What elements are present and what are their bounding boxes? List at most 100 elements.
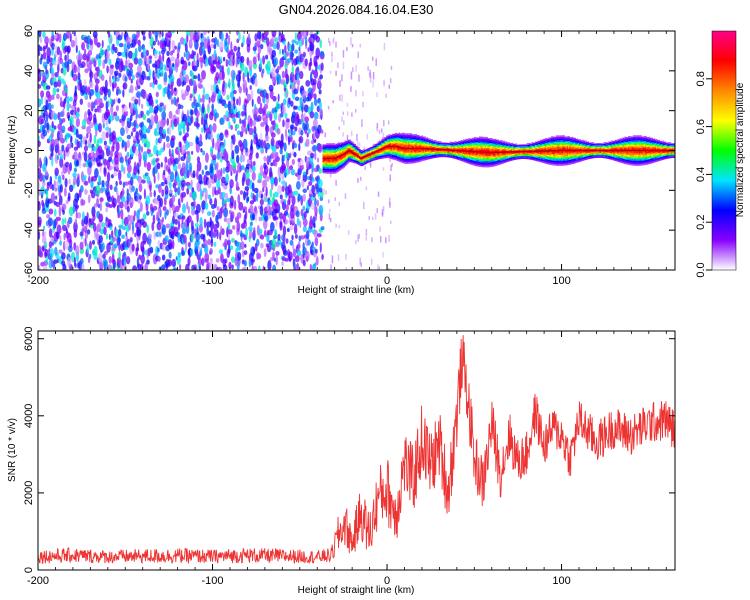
ridge-cell: [450, 141, 453, 144]
faint-speckle: [358, 233, 360, 239]
ridge-cell: [500, 147, 503, 150]
ridge-cell: [478, 139, 481, 142]
ridge-cell: [484, 140, 487, 142]
noise-speckle: [191, 191, 197, 200]
ridge-cell: [500, 143, 503, 145]
ridge-cell: [405, 152, 408, 155]
faint-speckle: [364, 165, 366, 171]
ridge-cell: [410, 142, 413, 145]
ridge-cell: [333, 165, 336, 168]
ridge-cell: [460, 154, 463, 157]
ridge-cell: [373, 155, 376, 158]
ridge-cell: [464, 155, 466, 158]
ridge-cell: [351, 148, 354, 150]
noise-speckle: [266, 37, 270, 47]
ridge-cell: [477, 144, 480, 146]
ridge-cell: [376, 148, 379, 151]
ridge-cell: [480, 162, 482, 164]
ridge-cell: [505, 155, 508, 158]
ridge-cell: [343, 162, 346, 165]
noise-speckle: [242, 138, 248, 150]
ridge-cell: [405, 157, 408, 160]
ridge-cell: [465, 159, 468, 162]
noise-speckle: [64, 54, 67, 62]
ridge-cell: [329, 168, 332, 171]
ridge-cell: [498, 148, 501, 151]
noise-speckle: [304, 58, 308, 67]
noise-speckle: [176, 186, 181, 196]
noise-speckle: [229, 179, 234, 189]
noise-speckle: [156, 150, 162, 156]
noise-speckle: [211, 103, 215, 111]
ridge-cell: [505, 141, 508, 144]
ridge-cell: [418, 160, 421, 162]
ridge-cell: [469, 143, 471, 146]
ridge-cell: [379, 155, 382, 158]
noise-speckle: [192, 170, 196, 179]
ridge-cell: [505, 157, 508, 160]
ridge-cell: [427, 149, 430, 152]
faint-speckle: [368, 216, 370, 221]
ridge-cell: [472, 149, 475, 152]
noise-speckle: [174, 45, 177, 50]
ridge-cell: [333, 159, 336, 161]
ridge-cell: [462, 158, 465, 161]
noise-speckle: [48, 240, 53, 249]
ridge-cell: [495, 152, 498, 155]
ridge-cell: [502, 160, 504, 162]
ridge-cell: [492, 145, 495, 148]
noise-speckle: [281, 261, 284, 267]
faint-speckle: [341, 94, 343, 102]
ridge-cell: [407, 144, 410, 147]
ridge-cell: [487, 141, 490, 144]
noise-speckle: [311, 241, 314, 248]
ridge-cell: [406, 142, 409, 145]
ridge-cell: [409, 141, 412, 144]
ridge-cell: [387, 146, 390, 149]
ridge-cell: [328, 164, 331, 166]
ridge-cell: [409, 142, 412, 145]
noise-speckle: [236, 50, 241, 59]
ridge-cell: [411, 155, 414, 158]
ridge-cell: [484, 156, 487, 158]
ridge-cell: [385, 143, 388, 146]
noise-speckle: [192, 65, 198, 72]
noise-speckle: [258, 106, 263, 115]
ridge-cell: [406, 134, 409, 137]
noise-speckle: [238, 31, 241, 41]
noise-speckle: [100, 49, 106, 56]
noise-speckle: [216, 229, 219, 240]
ridge-cell: [487, 152, 490, 155]
ridge-cell: [339, 157, 342, 160]
ridge-cell: [491, 163, 493, 166]
ridge-cell: [444, 144, 447, 147]
ridge-cell: [437, 150, 440, 153]
ridge-cell: [335, 154, 338, 157]
ridge-cell: [454, 145, 457, 148]
ridge-cell: [427, 154, 430, 157]
noise-speckle: [265, 243, 270, 248]
ridge-cell: [471, 152, 474, 154]
noise-speckle: [59, 240, 63, 246]
ridge-cell: [383, 154, 386, 157]
noise-speckle: [38, 201, 41, 206]
ridge-cell: [389, 147, 392, 150]
ridge-cell: [505, 154, 508, 156]
ridge-cell: [389, 150, 392, 153]
noise-speckle: [314, 262, 317, 268]
ridge-cell: [422, 146, 425, 149]
ridge-cell: [467, 149, 470, 152]
noise-speckle: [302, 259, 306, 267]
ridge-cell: [506, 155, 509, 158]
ridge-cell: [437, 144, 440, 147]
ridge-cell: [442, 152, 444, 154]
ridge-cell: [335, 159, 338, 162]
ridge-cell: [472, 158, 475, 161]
ridge-cell: [477, 158, 480, 161]
ridge-cell: [411, 139, 414, 142]
ridge-cell: [340, 166, 343, 168]
ridge-cell: [470, 158, 473, 160]
ridge-cell: [418, 145, 421, 148]
ridge-cell: [478, 158, 481, 161]
noise-speckle: [302, 225, 307, 233]
